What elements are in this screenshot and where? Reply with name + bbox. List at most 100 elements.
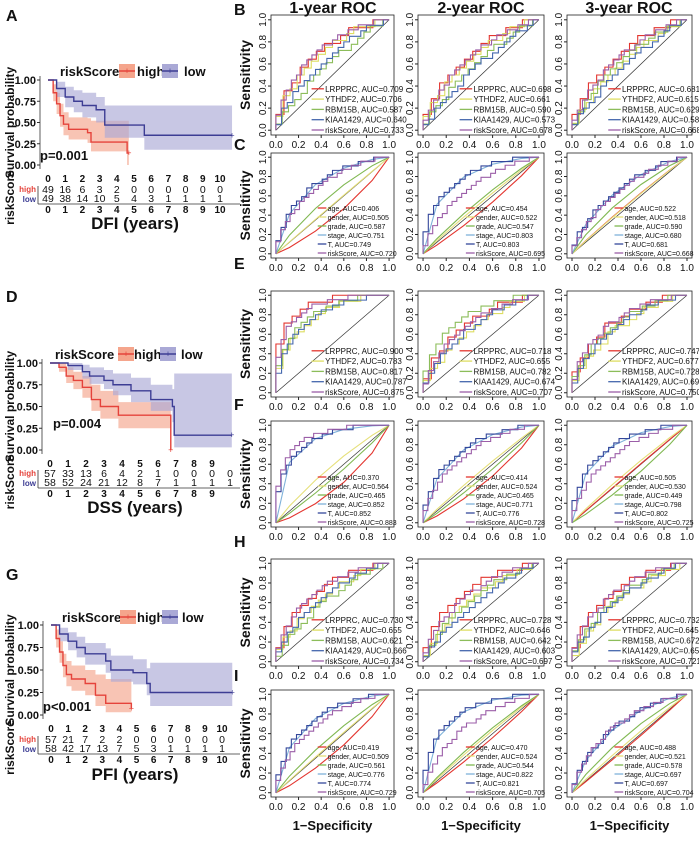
table-x-tick-label: 7 [168,755,174,766]
table-x-tick-label: 6 [151,755,157,766]
y-tick-label: 0.6 [554,188,565,202]
roc-curve-kiaa1429 [275,562,390,662]
roc-curve-age [571,693,688,794]
table-row-label-high: high [19,735,36,744]
roc-curve-age [571,424,688,524]
roc-curve-lrpprc [275,562,390,662]
roc-curve-gender [275,424,390,524]
x-tick-label: 0.4 [314,532,328,543]
roc-panel-e-1: 0.00.0 0.2 0.2 0.4 0.4 0.6 0.6 0.8 0.8 1.0 1.0 LRPP… [258,288,407,413]
x-tick-label: 1.0 [532,671,546,682]
x-tick-label: 1.0 [532,402,546,413]
at-risk-low: 17 [79,743,91,755]
censor-mark: + [129,704,134,714]
legend-label-gender: gender, AUC=0.530 [625,484,686,491]
legend-label-rbm15b: RBM15B, AUC=0.587 [325,105,403,114]
x-tick-label: 0.4 [462,802,476,813]
panel-label-i: I [234,668,239,685]
legend-label-lrpprc: LRPPRC, AUC=0.730 [325,616,404,625]
x-tick-label: 3 [97,174,103,185]
legend-label-t: T, AUC=0.803 [476,242,519,249]
plot-frame [566,558,693,667]
y-tick-label: 0.4 [258,346,269,360]
x-tick-label: 1.0 [680,802,694,813]
x-tick-label: 0.4 [462,671,476,682]
legend-label-age: age, AUC=0.414 [476,475,528,482]
roc-curve-grade [422,424,540,524]
roc-curve-riskscore [275,156,390,254]
at-risk-low: 14 [77,193,89,205]
diagonal-reference-line [571,294,688,394]
legend-label-rbm15b: RBM15B, AUC=0.782 [473,367,551,376]
legend-label-kiaa1429: KIAA1429, AUC=0.603 [473,647,555,656]
x-tick-label: 0.8 [657,402,671,413]
x-tick-label: 0.2 [588,263,602,274]
x-tick-label: 0.4 [314,263,328,274]
roc-curve-gender [571,156,688,255]
roc-curve-age [422,693,540,794]
ci-band-low [50,363,232,448]
legend-label-t: T, AUC=0.821 [476,781,519,788]
y-tick-label: 0.6 [258,457,269,471]
legend-label-riskscore: riskScore, AUC=0.875 [325,388,404,397]
y-tick-label: 0.8 [405,34,416,48]
y-tick-label: 0.0 [405,515,416,529]
plot-frame [417,290,545,398]
x-tick-label: 0.6 [486,263,500,274]
diagonal-reference-line [275,424,390,524]
x-tick-label: 0.4 [462,532,476,543]
x-tick-label: 0.2 [439,532,453,543]
x-tick-label: 0.4 [462,263,476,274]
legend-label-riskscore: riskScore, AUC=0.728 [476,520,545,527]
legend-label-ythdf2: YTHDF2, AUC=0.661 [473,95,550,104]
roc-curve-riskscore [422,424,539,523]
diagonal-reference-line [275,694,390,793]
plot-frame [270,689,395,798]
x-tick-label: 0.6 [486,671,500,682]
at-risk-low: 1 [200,193,206,205]
x-tick-label: 0.2 [439,402,453,413]
roc-curve-age [275,693,390,794]
legend-label-riskscore: riskScore, AUC=0.705 [476,790,545,797]
roc-panel-h-1: 0.00.0 0.2 0.2 0.4 0.4 0.6 0.6 0.8 0.8 1.0 1.0 LRPP… [258,556,407,682]
x-tick-label: 1.0 [532,532,546,543]
y-tick-label: 0.2 [554,101,565,115]
x-tick-label: 1.0 [680,671,694,682]
table-title: riskScore [3,170,17,225]
roc-curve-gender [422,424,540,524]
x-tick-label: 0.0 [416,671,430,682]
at-risk-high: 49 [42,184,54,196]
panel-label-c: C [234,137,246,154]
y-tick-label: 0.4 [405,476,416,490]
y-tick-label: 0.00 [17,445,38,457]
legend-label-stage: stage, AUC=0.822 [476,772,533,779]
roc-curve-t [422,693,539,793]
table-x-tick-label: 7 [166,205,172,216]
roc-panel-b-2: 0.00.0 0.2 0.2 0.4 0.4 0.6 0.6 0.8 0.8 1.0 1.0 LRPP… [405,12,556,151]
survival-curve-low [51,624,233,694]
legend-label-rbm15b: RBM15B, AUC=0.642 [473,636,551,645]
y-tick-label: 1.0 [258,418,269,432]
legend-label-ythdf2: YTHDF2, AUC=0.655 [325,626,402,635]
roc-curve-kiaa1429 [422,562,539,662]
survival-curve-high [50,362,172,450]
x-tick-label: 0.0 [269,671,283,682]
y-tick-label: 0.75 [15,96,36,108]
legend-label-stage: stage, AUC=0.751 [328,233,385,240]
y-tick-label: 0.6 [258,57,269,71]
x-tick-label: 2 [83,459,89,470]
at-risk-low: 1 [185,743,191,755]
legend-label-grade: grade, AUC=0.465 [476,493,534,500]
y-tick-label: 0.75 [18,643,39,655]
x-tick-label: 0.4 [611,263,625,274]
legend-label-lrpprc: LRPPRC, AUC=0.698 [473,85,552,94]
at-risk-high: 2 [137,468,143,480]
x-tick-label: 0.4 [314,402,328,413]
x-tick-label: 1.0 [382,532,396,543]
at-risk-high: 0 [173,468,179,480]
roc-curve-lrpprc [422,562,539,662]
roc-curve-kiaa1429 [275,19,390,131]
roc-curve-grade [571,156,688,255]
x-tick-label: 0.6 [634,802,648,813]
p-value: p=0.004 [53,416,102,431]
